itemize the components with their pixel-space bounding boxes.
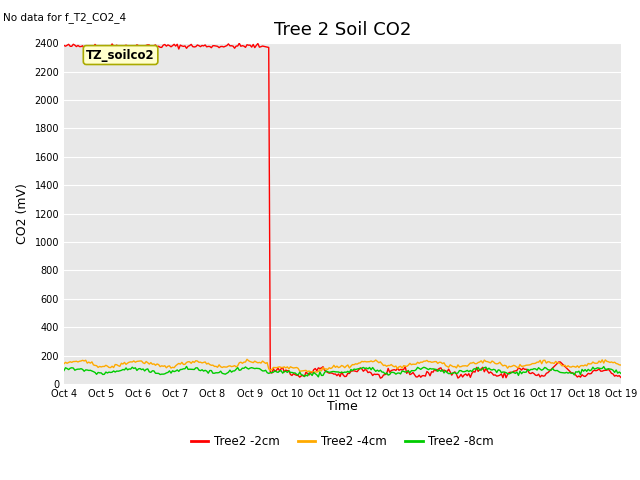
- Text: No data for f_T2_CO2_4: No data for f_T2_CO2_4: [3, 12, 126, 23]
- Title: Tree 2 Soil CO2: Tree 2 Soil CO2: [274, 21, 411, 39]
- X-axis label: Time: Time: [327, 400, 358, 413]
- Y-axis label: CO2 (mV): CO2 (mV): [16, 183, 29, 244]
- Legend: Tree2 -2cm, Tree2 -4cm, Tree2 -8cm: Tree2 -2cm, Tree2 -4cm, Tree2 -8cm: [186, 431, 499, 453]
- Text: TZ_soilco2: TZ_soilco2: [86, 48, 155, 61]
